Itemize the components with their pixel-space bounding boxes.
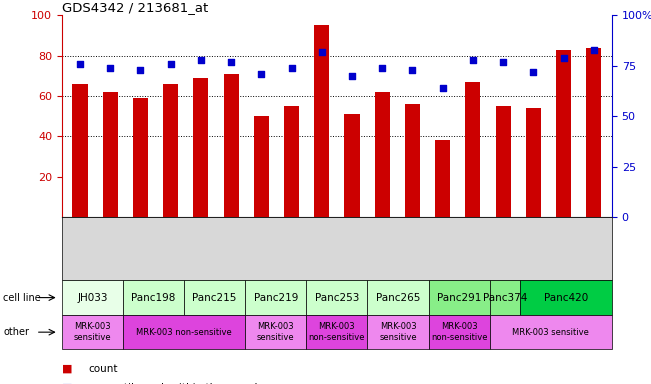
Text: MRK-003
non-sensitive: MRK-003 non-sensitive xyxy=(309,323,365,342)
Point xyxy=(437,85,448,91)
Text: MRK-003
non-sensitive: MRK-003 non-sensitive xyxy=(431,323,488,342)
Point xyxy=(528,69,538,75)
Bar xyxy=(556,50,571,217)
Point xyxy=(226,59,236,65)
Point xyxy=(377,65,387,71)
Text: count: count xyxy=(88,364,117,374)
Point xyxy=(498,59,508,65)
Bar xyxy=(375,92,390,217)
Point xyxy=(105,65,115,71)
Point xyxy=(135,67,146,73)
Point xyxy=(196,57,206,63)
Bar xyxy=(72,84,87,217)
Text: ■: ■ xyxy=(62,364,72,374)
Bar xyxy=(103,92,118,217)
Point xyxy=(75,61,85,67)
Text: MRK-003 non-sensitive: MRK-003 non-sensitive xyxy=(136,328,232,337)
Text: Panc291: Panc291 xyxy=(437,293,481,303)
Point xyxy=(256,71,266,77)
Point xyxy=(589,46,599,53)
Bar xyxy=(405,104,420,217)
Point xyxy=(165,61,176,67)
Point xyxy=(316,49,327,55)
Bar xyxy=(587,48,602,217)
Bar xyxy=(133,98,148,217)
Point xyxy=(286,65,297,71)
Text: MRK-003
sensitive: MRK-003 sensitive xyxy=(74,323,111,342)
Text: cell line: cell line xyxy=(3,293,41,303)
Bar xyxy=(465,82,480,217)
Bar xyxy=(254,116,269,217)
Bar xyxy=(284,106,299,217)
Text: percentile rank within the sample: percentile rank within the sample xyxy=(88,383,264,384)
Point xyxy=(408,67,418,73)
Bar xyxy=(344,114,359,217)
Text: GDS4342 / 213681_at: GDS4342 / 213681_at xyxy=(62,1,208,14)
Text: Panc198: Panc198 xyxy=(132,293,176,303)
Text: Panc265: Panc265 xyxy=(376,293,420,303)
Bar xyxy=(193,78,208,217)
Point xyxy=(467,57,478,63)
Text: MRK-003
sensitive: MRK-003 sensitive xyxy=(379,323,417,342)
Text: MRK-003 sensitive: MRK-003 sensitive xyxy=(512,328,589,337)
Point xyxy=(347,73,357,79)
Text: ■: ■ xyxy=(62,383,72,384)
Bar xyxy=(223,74,239,217)
Bar xyxy=(314,25,329,217)
Text: Panc420: Panc420 xyxy=(544,293,589,303)
Text: Panc219: Panc219 xyxy=(254,293,298,303)
Bar xyxy=(526,108,541,217)
Text: JH033: JH033 xyxy=(77,293,107,303)
Bar xyxy=(435,141,450,217)
Text: MRK-003
sensitive: MRK-003 sensitive xyxy=(257,323,295,342)
Text: Panc215: Panc215 xyxy=(193,293,237,303)
Bar xyxy=(495,106,510,217)
Point xyxy=(559,55,569,61)
Text: Panc374: Panc374 xyxy=(483,293,527,303)
Bar xyxy=(163,84,178,217)
Text: Panc253: Panc253 xyxy=(314,293,359,303)
Text: other: other xyxy=(3,327,29,337)
